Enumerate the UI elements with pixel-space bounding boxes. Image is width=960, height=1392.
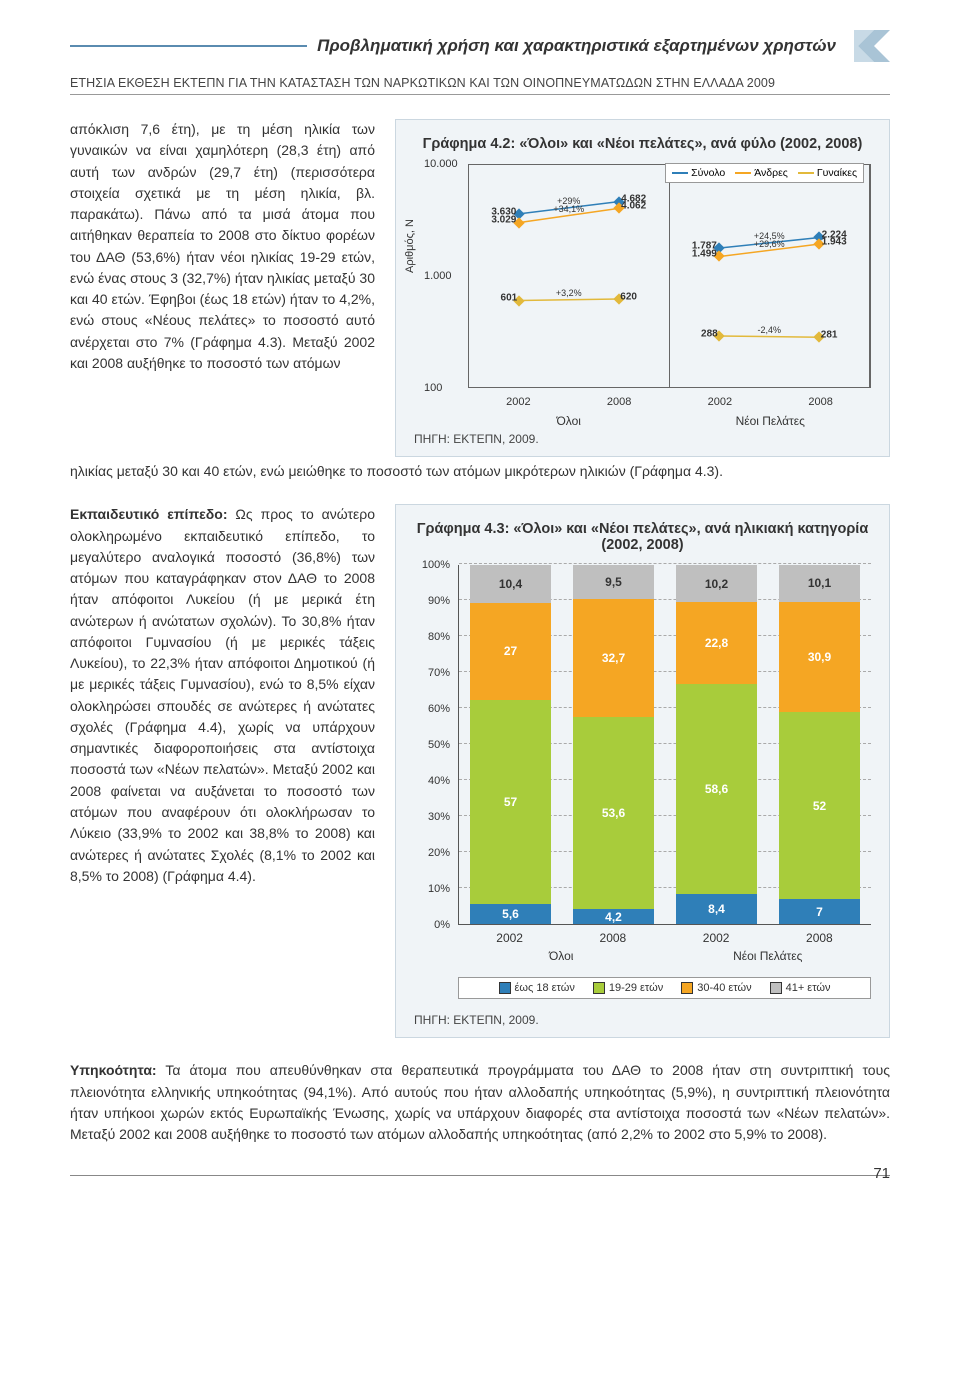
paragraph-3-lead: Υπηκοότητα: <box>70 1062 157 1078</box>
paragraph-2-body: Ως προς το ανώτερο ολοκληρωμένο εκπαιδευ… <box>70 506 375 884</box>
paragraph-3-body: Τα άτομα που απευθύνθηκαν στα θεραπευτικ… <box>70 1062 890 1142</box>
paragraph-3: Υπηκοότητα: Τα άτομα που απευθύνθηκαν στ… <box>70 1060 890 1145</box>
chart-4-2-ylabel: Αριθμός, Ν <box>404 219 416 273</box>
page-title: Προβληματική χρήση και χαρακτηριστικά εξ… <box>317 36 836 56</box>
paragraph-1: απόκλιση 7,6 έτη), με τη μέση ηλικία των… <box>70 119 375 457</box>
paragraph-1-cont: ηλικίας μεταξύ 30 και 40 ετών, ενώ μειώθ… <box>70 461 890 482</box>
chart-4-2-title: Γράφημα 4.2: «Όλοι» και «Νέοι πελάτες», … <box>414 136 871 152</box>
chart-4-3-legend: έως 18 ετών19-29 ετών30-40 ετών41+ ετών <box>458 977 871 999</box>
paragraph-2: Εκπαιδευτικό επίπεδο: Ως προς το ανώτερο… <box>70 504 375 1038</box>
footer-rule <box>70 1175 890 1176</box>
chart-4-3: Γράφημα 4.3: «Όλοι» και «Νέοι πελάτες», … <box>395 504 890 1038</box>
title-rule <box>70 45 307 47</box>
chart-4-2-legend: ΣύνολοΆνδρεςΓυναίκες <box>665 163 864 183</box>
chart-4-3-source: ΠΗΓΗ: ΕΚΤΕΠΝ, 2009. <box>414 1013 871 1027</box>
chart-4-2-source: ΠΗΓΗ: ΕΚΤΕΠΝ, 2009. <box>414 432 871 446</box>
chart-4-3-title: Γράφημα 4.3: «Όλοι» και «Νέοι πελάτες», … <box>414 521 871 553</box>
paragraph-2-lead: Εκπαιδευτικό επίπεδο: <box>70 506 228 522</box>
page-header: Προβληματική χρήση και χαρακτηριστικά εξ… <box>0 0 960 95</box>
page-subtitle: ΕΤΗΣΙΑ ΕΚΘΕΣΗ ΕΚΤΕΠΝ ΓΙΑ ΤΗΝ ΚΑΤΑΣΤΑΣΗ Τ… <box>70 76 890 95</box>
header-arrow-icon <box>854 30 890 62</box>
chart-4-2: Γράφημα 4.2: «Όλοι» και «Νέοι πελάτες», … <box>395 119 890 457</box>
page-number: 71 <box>873 1165 890 1182</box>
